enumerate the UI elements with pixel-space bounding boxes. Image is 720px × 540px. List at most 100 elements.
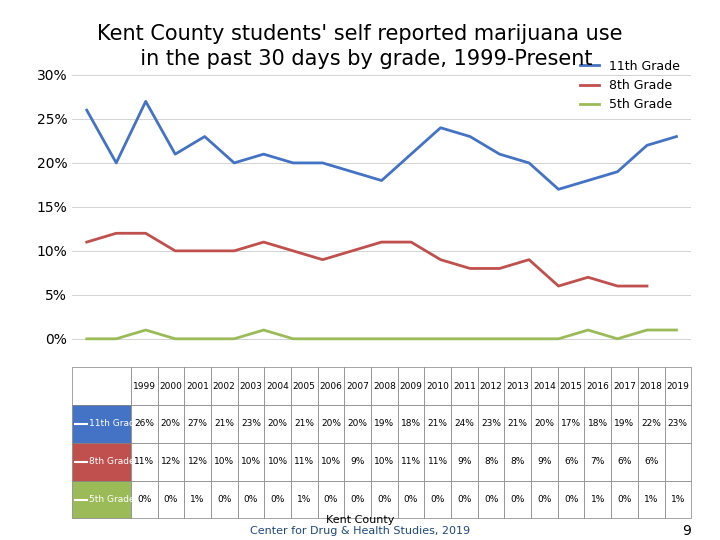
8th Grade (348, 248, 356, 254)
Text: 27%: 27% (187, 420, 207, 428)
Text: in the past 30 days by grade, 1999-Present: in the past 30 days by grade, 1999-Prese… (127, 49, 593, 69)
Text: 2009: 2009 (400, 382, 423, 390)
Bar (505, 443, 531, 481)
Bar (531, 367, 558, 405)
5th Grade (495, 335, 504, 342)
Bar (397, 367, 424, 405)
5th Grade (112, 335, 120, 342)
11th Grade (318, 160, 327, 166)
Text: 23%: 23% (668, 420, 688, 428)
Bar (238, 481, 264, 518)
Text: 2001: 2001 (186, 382, 209, 390)
5th Grade (318, 335, 327, 342)
Text: 21%: 21% (215, 420, 234, 428)
Text: 10%: 10% (214, 457, 234, 466)
5th Grade (436, 335, 445, 342)
5th Grade (407, 335, 415, 342)
Text: 23%: 23% (241, 420, 261, 428)
Bar (531, 405, 558, 443)
Text: 10%: 10% (321, 457, 341, 466)
11th Grade (525, 160, 534, 166)
Text: 11%: 11% (294, 457, 315, 466)
8th Grade (643, 283, 652, 289)
Bar (238, 367, 264, 405)
5th Grade (554, 335, 563, 342)
11th Grade (584, 177, 593, 184)
Text: 21%: 21% (428, 420, 448, 428)
Bar (531, 481, 558, 518)
Bar (371, 443, 397, 481)
Bar (638, 405, 665, 443)
Bar (558, 443, 585, 481)
5th Grade (230, 335, 238, 342)
5th Grade (584, 327, 593, 333)
5th Grade (377, 335, 386, 342)
Text: 2005: 2005 (293, 382, 315, 390)
Text: 23%: 23% (481, 420, 501, 428)
Text: 2008: 2008 (373, 382, 396, 390)
Bar (72, 481, 131, 518)
Bar (424, 367, 451, 405)
Bar (451, 443, 478, 481)
Text: 5th Grade: 5th Grade (89, 495, 135, 504)
Text: 8%: 8% (484, 457, 498, 466)
Text: 9: 9 (683, 524, 691, 538)
Bar (451, 405, 478, 443)
Bar (184, 443, 211, 481)
Text: Kent County students' self reported marijuana use: Kent County students' self reported mari… (97, 24, 623, 44)
5th Grade (289, 335, 297, 342)
Text: 22%: 22% (642, 420, 661, 428)
Bar (371, 405, 397, 443)
8th Grade (584, 274, 593, 280)
Text: 0%: 0% (484, 495, 498, 504)
Bar (264, 367, 291, 405)
Bar (72, 443, 131, 481)
Text: 8%: 8% (510, 457, 525, 466)
Bar (264, 405, 291, 443)
Text: 2003: 2003 (240, 382, 262, 390)
8th Grade (525, 256, 534, 263)
Text: 0%: 0% (457, 495, 472, 504)
Bar (638, 367, 665, 405)
Bar (211, 367, 238, 405)
Text: 2013: 2013 (506, 382, 529, 390)
Bar (424, 405, 451, 443)
Bar (131, 367, 158, 405)
5th Grade (466, 335, 474, 342)
Text: Center for Drug & Health Studies, 2019: Center for Drug & Health Studies, 2019 (250, 525, 470, 536)
Bar (184, 367, 211, 405)
Text: 1%: 1% (590, 495, 605, 504)
Bar (505, 481, 531, 518)
11th Grade (495, 151, 504, 157)
Text: 0%: 0% (351, 495, 365, 504)
Bar (158, 443, 184, 481)
Text: 2017: 2017 (613, 382, 636, 390)
Text: 0%: 0% (243, 495, 258, 504)
5th Grade (643, 327, 652, 333)
Text: 2012: 2012 (480, 382, 503, 390)
Text: 11th Grade: 11th Grade (89, 420, 140, 428)
Bar (371, 481, 397, 518)
Bar (478, 367, 505, 405)
11th Grade (259, 151, 268, 157)
11th Grade (436, 125, 445, 131)
Bar (478, 481, 505, 518)
11th Grade (171, 151, 179, 157)
Legend: 11th Grade, 8th Grade, 5th Grade: 11th Grade, 8th Grade, 5th Grade (575, 55, 685, 116)
Text: 0%: 0% (324, 495, 338, 504)
5th Grade (259, 327, 268, 333)
Text: 0%: 0% (537, 495, 552, 504)
Text: 18%: 18% (401, 420, 421, 428)
5th Grade (672, 327, 681, 333)
Bar (318, 443, 344, 481)
Bar (291, 443, 318, 481)
Text: 26%: 26% (134, 420, 154, 428)
Bar (211, 443, 238, 481)
11th Grade (82, 107, 91, 113)
Bar (264, 481, 291, 518)
Text: 0%: 0% (217, 495, 231, 504)
8th Grade (200, 248, 209, 254)
11th Grade (348, 168, 356, 175)
Bar (638, 481, 665, 518)
Bar (291, 367, 318, 405)
